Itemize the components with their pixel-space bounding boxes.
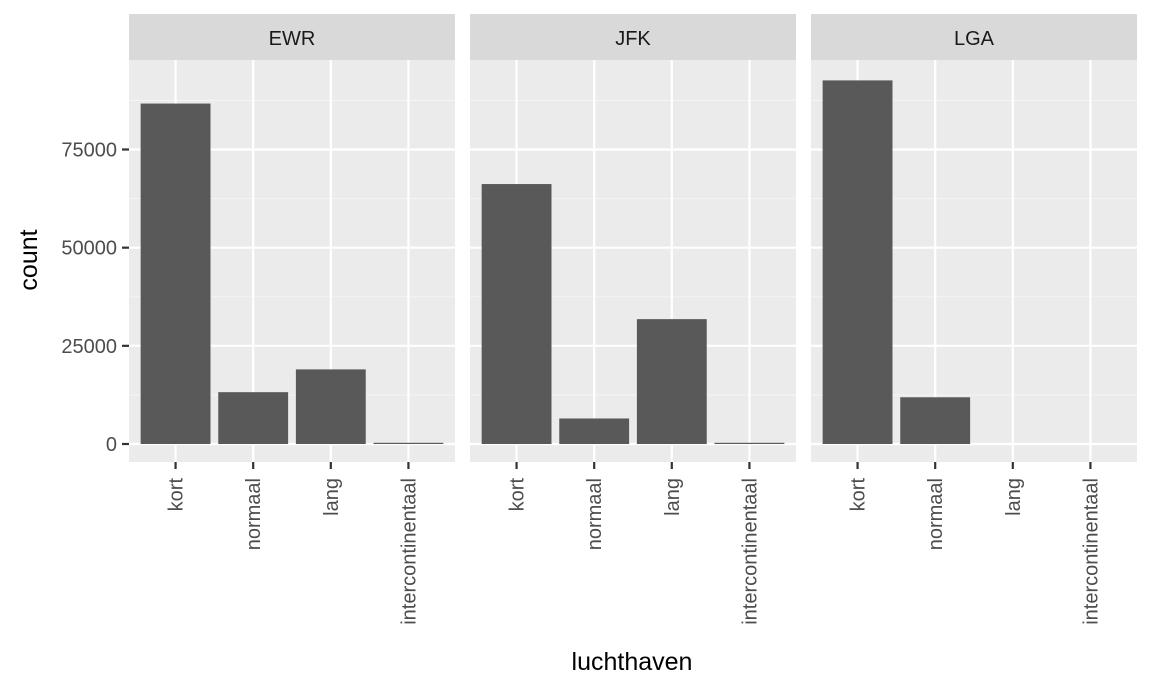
- bar-lga-normaal: [900, 397, 971, 444]
- bar-ewr-normaal: [218, 392, 289, 444]
- x-tick-label: kort: [507, 478, 529, 512]
- bar-jfk-kort: [481, 184, 552, 444]
- x-tick-label: lang: [1003, 478, 1025, 516]
- bar-ewr-intercontinentaal: [373, 442, 444, 444]
- bar-ewr-lang: [295, 369, 366, 444]
- facet-strip: [811, 14, 1137, 60]
- x-axis-title: luchthaven: [572, 648, 693, 676]
- x-tick-label: intercontinentaal: [739, 478, 761, 625]
- y-tick-label: 75000: [61, 140, 117, 162]
- y-axis-title: count: [15, 229, 43, 290]
- x-tick-label: normaal: [925, 478, 947, 550]
- panel-lga: LGA kort normaal lang intercontinentaal: [811, 14, 1137, 625]
- facet-label: JFK: [615, 28, 651, 50]
- facet-strip: [470, 14, 796, 60]
- x-tick-label: intercontinentaal: [398, 478, 420, 625]
- y-axis: 0 25000 50000 75000: [61, 140, 129, 456]
- bar-lga-kort: [822, 80, 893, 445]
- x-tick-label: kort: [166, 478, 188, 512]
- panel-jfk: JFK kort normaal lang intercontinentaal: [470, 14, 796, 625]
- x-tick-label: intercontinentaal: [1080, 478, 1102, 625]
- x-tick-label: lang: [321, 478, 343, 516]
- x-tick-label: normaal: [584, 478, 606, 550]
- bar-jfk-lang: [636, 319, 707, 444]
- y-tick-label: 0: [106, 434, 117, 456]
- facet-strip: [129, 14, 455, 60]
- bar-jfk-intercontinentaal: [714, 442, 785, 444]
- panel-ewr: EWR kort normaal lang intercontinentaal: [129, 14, 455, 625]
- x-tick-label: normaal: [243, 478, 265, 550]
- y-tick-label: 25000: [61, 336, 117, 358]
- y-tick-label: 50000: [61, 238, 117, 260]
- bar-jfk-normaal: [559, 418, 630, 444]
- bar-ewr-kort: [140, 103, 211, 445]
- facet-label: LGA: [954, 28, 995, 50]
- x-tick-label: lang: [662, 478, 684, 516]
- facet-label: EWR: [269, 28, 316, 50]
- panels-layer: EWR kort normaal lang intercontinentaal JFK ko…: [129, 14, 1137, 625]
- x-tick-label: kort: [848, 478, 870, 512]
